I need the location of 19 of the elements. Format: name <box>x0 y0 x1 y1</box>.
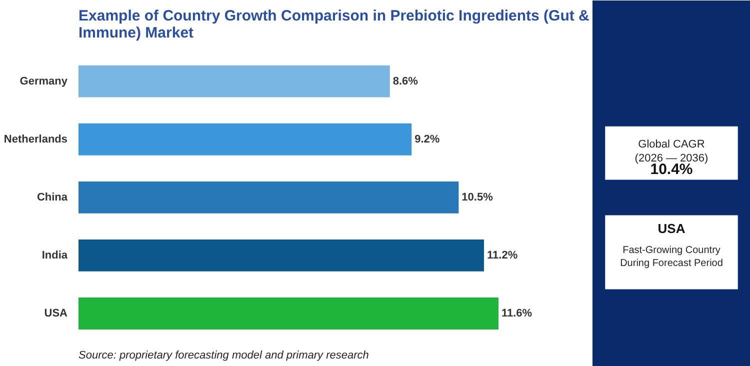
bar <box>78 181 459 214</box>
y-tick-label: Netherlands <box>4 133 68 146</box>
y-tick-label: Germany <box>20 75 68 88</box>
bar <box>78 65 390 98</box>
data-label: 8.6% <box>392 75 418 88</box>
bar <box>78 123 412 156</box>
source-note: Source: proprietary forecasting model and primary research <box>78 350 369 362</box>
data-label: 10.5% <box>462 191 494 204</box>
text: Fast-Growing Country During Forecast Period <box>620 244 723 270</box>
text: USA <box>658 221 686 236</box>
data-label: 9.2% <box>414 133 440 146</box>
y-tick-label: India <box>42 249 68 262</box>
data-label: 11.2% <box>487 249 518 262</box>
chart-title: Example of Country Growth Comparison in Prebiotic Ingredients (Gut & Immune) Market <box>78 8 590 42</box>
bar <box>78 239 484 272</box>
data-label: 11.6% <box>502 307 532 320</box>
y-tick-label: China <box>36 191 68 204</box>
bar <box>78 298 498 330</box>
y-tick-label: USA <box>44 307 68 320</box>
